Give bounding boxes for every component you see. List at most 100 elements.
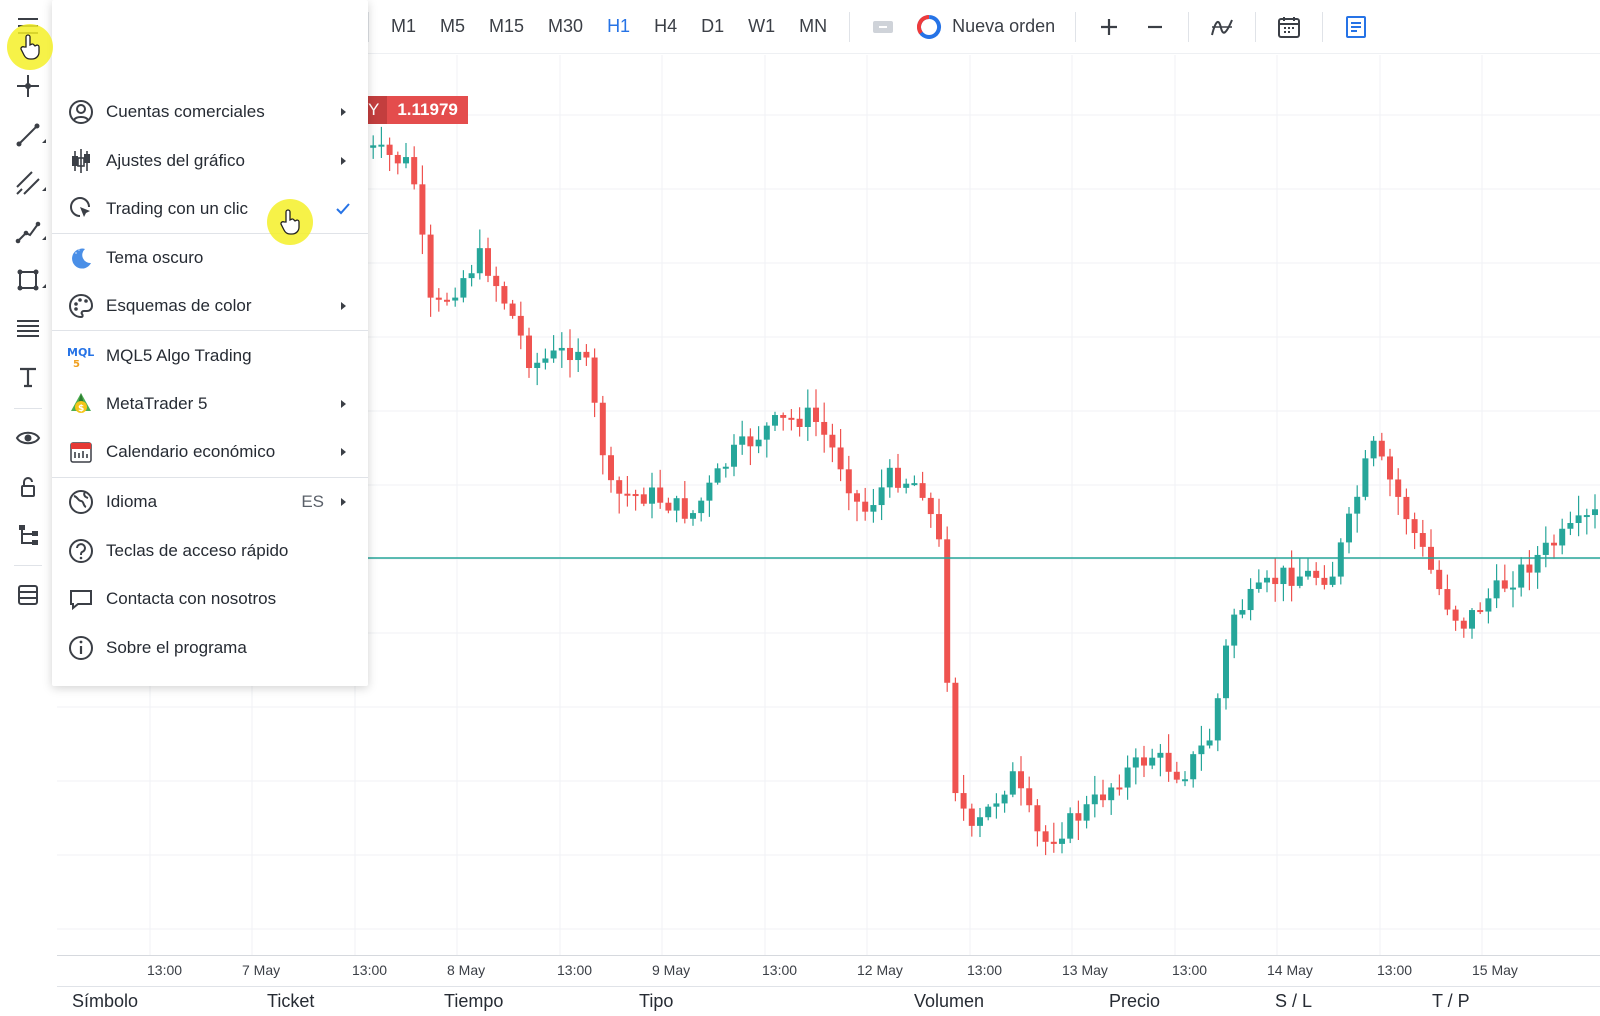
menu-item-teclas-de-acceso-rapido[interactable]: Teclas de acceso rápido: [52, 528, 368, 574]
timeframe-m30[interactable]: M30: [548, 16, 584, 36]
candle-body: [509, 303, 516, 316]
column-header[interactable]: S / L: [1275, 991, 1313, 1011]
document-icon[interactable]: [1333, 0, 1379, 54]
candle-body: [567, 347, 573, 361]
polyline-icon[interactable]: [8, 212, 48, 252]
link-icon[interactable]: [860, 0, 906, 54]
candle-body: [936, 514, 942, 540]
calendar-icon[interactable]: [1266, 0, 1312, 54]
candle-body: [1132, 757, 1139, 768]
candle-body: [649, 487, 655, 504]
menu-item-calendario-economico[interactable]: Calendario económico: [52, 429, 368, 475]
menu-item-esquemas-de-color[interactable]: Esquemas de color: [52, 283, 368, 329]
timeframe-h1[interactable]: H1: [607, 16, 631, 36]
column-header[interactable]: T / P: [1432, 991, 1470, 1011]
candle-body: [1009, 771, 1016, 795]
candle-body: [534, 362, 541, 369]
calendar-icon: [66, 437, 96, 467]
menu-item-trading-con-un-clic[interactable]: Trading con un clic: [52, 186, 368, 232]
eye-icon[interactable]: [8, 418, 48, 458]
column-header[interactable]: Símbolo: [72, 991, 139, 1011]
candle-body: [681, 498, 688, 519]
new-order-button[interactable]: Nueva orden: [906, 0, 1065, 54]
candle-body: [1198, 745, 1205, 755]
trend-line-icon[interactable]: [8, 115, 48, 155]
candle-body: [1534, 554, 1541, 573]
menu-item-idioma[interactable]: Idioma ES: [52, 479, 368, 525]
zoom-out-icon[interactable]: [1132, 0, 1178, 54]
channel-icon[interactable]: [8, 163, 48, 203]
timeframe-m15[interactable]: M15: [489, 16, 525, 36]
text-icon[interactable]: [8, 357, 48, 397]
candle-body: [944, 539, 951, 683]
timeframe-m1[interactable]: M1: [391, 16, 417, 36]
candle-body: [435, 297, 442, 300]
column-header[interactable]: Tiempo: [444, 991, 504, 1011]
column-header[interactable]: Tipo: [639, 991, 674, 1011]
trade-table-header: Símbolo Ticket Tiempo Tipo Volumen Precio S / …: [57, 986, 1600, 1016]
candle-body: [1551, 542, 1557, 546]
timeframe-w1[interactable]: W1: [748, 16, 776, 36]
candle-body: [1042, 831, 1049, 842]
crosshair-icon[interactable]: [8, 66, 48, 106]
candle-body: [968, 808, 975, 826]
candle-body: [1452, 609, 1459, 621]
candle-body: [722, 466, 729, 469]
candle-body: [878, 487, 885, 506]
candle-body: [1501, 580, 1508, 589]
lock-icon[interactable]: [8, 467, 48, 507]
fibonacci-icon[interactable]: [8, 309, 48, 349]
toolbar-divider: [849, 11, 851, 42]
candle-body: [698, 500, 705, 514]
candle-body: [911, 483, 918, 486]
candle-body: [1264, 577, 1270, 583]
menu-item-mql5-algo-trading[interactable]: MQL 5 MQL5 Algo Trading: [52, 333, 368, 379]
menu-item-sobre-el-programa[interactable]: Sobre el programa: [52, 625, 368, 671]
time-tick: 15 May: [1472, 962, 1518, 978]
column-header[interactable]: Volumen: [914, 991, 985, 1011]
mql5-icon: MQL 5: [66, 341, 96, 371]
candle-body: [960, 793, 967, 809]
menu-item-contacta-con-nosotros[interactable]: Contacta con nosotros: [52, 576, 368, 622]
candle-body: [1075, 813, 1082, 821]
object-tree-icon[interactable]: [8, 516, 48, 556]
timeframe-h4[interactable]: H4: [654, 16, 678, 36]
submenu-arrow-icon: [341, 498, 346, 506]
column-header[interactable]: Precio: [1109, 991, 1161, 1011]
time-tick: 13:00: [967, 962, 1003, 978]
zoom-in-icon[interactable]: [1086, 0, 1132, 54]
time-tick: 13:00: [352, 962, 388, 978]
candle-body: [1272, 577, 1279, 585]
timeframe-m5[interactable]: M5: [440, 16, 466, 36]
shapes-icon[interactable]: [8, 260, 48, 300]
candle-body: [444, 299, 450, 302]
candle-body: [1387, 456, 1393, 480]
globe-icon: [66, 487, 96, 517]
candle-body: [821, 421, 828, 435]
candle-body: [788, 417, 795, 420]
menu-item-ajustes-del-grafico[interactable]: Ajustes del gráfico: [52, 138, 368, 184]
database-icon[interactable]: [8, 575, 48, 615]
candle-body: [1567, 523, 1574, 529]
menu-item-cuentas-comerciales[interactable]: Cuentas comerciales: [52, 89, 368, 135]
candle-body: [739, 436, 746, 445]
candle-body: [1305, 570, 1311, 577]
candle-body: [1182, 779, 1188, 782]
indicators-icon[interactable]: [1199, 0, 1245, 54]
candle-body: [1321, 577, 1328, 585]
timeframe-d1[interactable]: D1: [701, 16, 725, 36]
left-toolbar: [0, 0, 56, 1016]
menu-item-metatrader-5[interactable]: $ MetaTrader 5: [52, 381, 368, 427]
column-header[interactable]: Ticket: [267, 991, 315, 1011]
candle-body: [1091, 794, 1098, 805]
toolbar-divider: [1255, 11, 1257, 42]
menu-item-tema-oscuro[interactable]: Tema oscuro: [52, 235, 368, 281]
candle-body: [632, 494, 639, 497]
candle-body: [1436, 569, 1443, 590]
time-tick: 13:00: [1377, 962, 1413, 978]
timeframe-mn[interactable]: MN: [799, 16, 828, 36]
candle-body: [985, 806, 992, 818]
submenu-arrow-icon: [341, 400, 346, 408]
candle-body: [895, 467, 901, 488]
candle-body: [616, 480, 623, 494]
